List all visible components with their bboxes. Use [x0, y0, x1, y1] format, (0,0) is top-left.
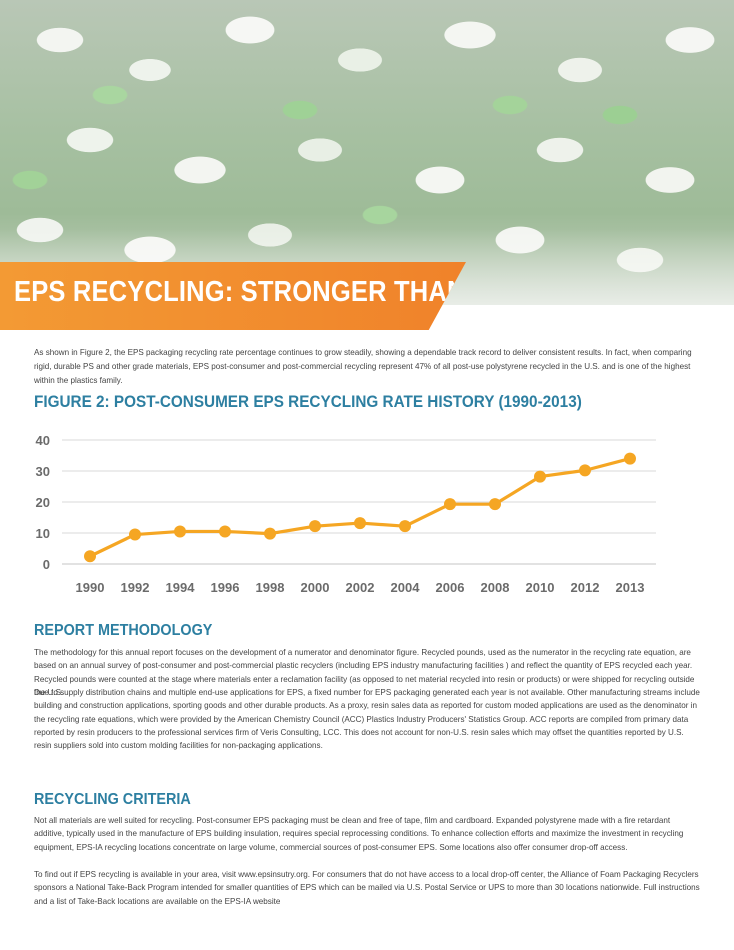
data-point — [309, 520, 321, 533]
x-tick-label: 2006 — [436, 580, 465, 595]
y-tick-label: 0 — [43, 557, 50, 572]
page-title: EPS RECYCLING: STRONGER THAN EVER — [14, 276, 544, 308]
methodology-paragraph-1: The methodology for this annual report f… — [34, 648, 695, 697]
x-tick-label: 1996 — [211, 580, 240, 595]
data-point — [579, 464, 591, 477]
x-tick-label: 2002 — [346, 580, 375, 595]
x-tick-label: 1992 — [121, 580, 150, 595]
series-line — [89, 457, 631, 558]
methodology-heading: REPORT METHODOLOGY — [34, 622, 213, 639]
y-tick-label: 10 — [36, 526, 50, 541]
title-banner: EPS RECYCLING: STRONGER THAN EVER — [0, 262, 466, 330]
data-point — [174, 525, 186, 538]
data-point — [534, 470, 546, 483]
data-point — [489, 498, 501, 511]
data-point — [399, 520, 411, 533]
x-tick-label: 2008 — [481, 580, 510, 595]
x-tick-label: 2000 — [301, 580, 330, 595]
hero-fade-overlay — [0, 0, 734, 305]
y-tick-label: 30 — [36, 464, 50, 479]
data-point — [84, 550, 96, 563]
data-point — [129, 528, 141, 541]
y-tick-label: 20 — [36, 495, 50, 510]
data-point — [444, 498, 456, 511]
x-tick-label: 2010 — [526, 580, 555, 595]
methodology-paragraph-2: Due to supply distribution chains and mu… — [34, 688, 700, 751]
data-point — [219, 525, 231, 538]
x-tick-label: 1994 — [166, 580, 196, 595]
x-tick-label: 1990 — [76, 580, 105, 595]
criteria-paragraph-1: Not all materials are well suited for re… — [34, 816, 684, 852]
y-tick-label: 40 — [36, 433, 50, 448]
figure-title: FIGURE 2: POST-CONSUMER EPS RECYCLING RA… — [34, 392, 582, 411]
data-point — [264, 527, 276, 540]
intro-paragraph: As shown in Figure 2, the EPS packaging … — [34, 348, 692, 385]
data-point — [354, 517, 366, 530]
x-tick-label: 2012 — [571, 580, 600, 595]
x-tick-label: 2013 — [616, 580, 645, 595]
recycling-rate-line-chart: 0 10 20 30 40 1990 1992 1994 1996 1998 2000 2002 200… — [36, 433, 656, 595]
criteria-heading: RECYCLING CRITERIA — [34, 791, 191, 808]
data-point — [624, 452, 636, 465]
x-tick-label: 2004 — [391, 580, 421, 595]
criteria-paragraph-2: To find out if EPS recycling is availabl… — [34, 870, 700, 906]
x-tick-label: 1998 — [256, 580, 285, 595]
